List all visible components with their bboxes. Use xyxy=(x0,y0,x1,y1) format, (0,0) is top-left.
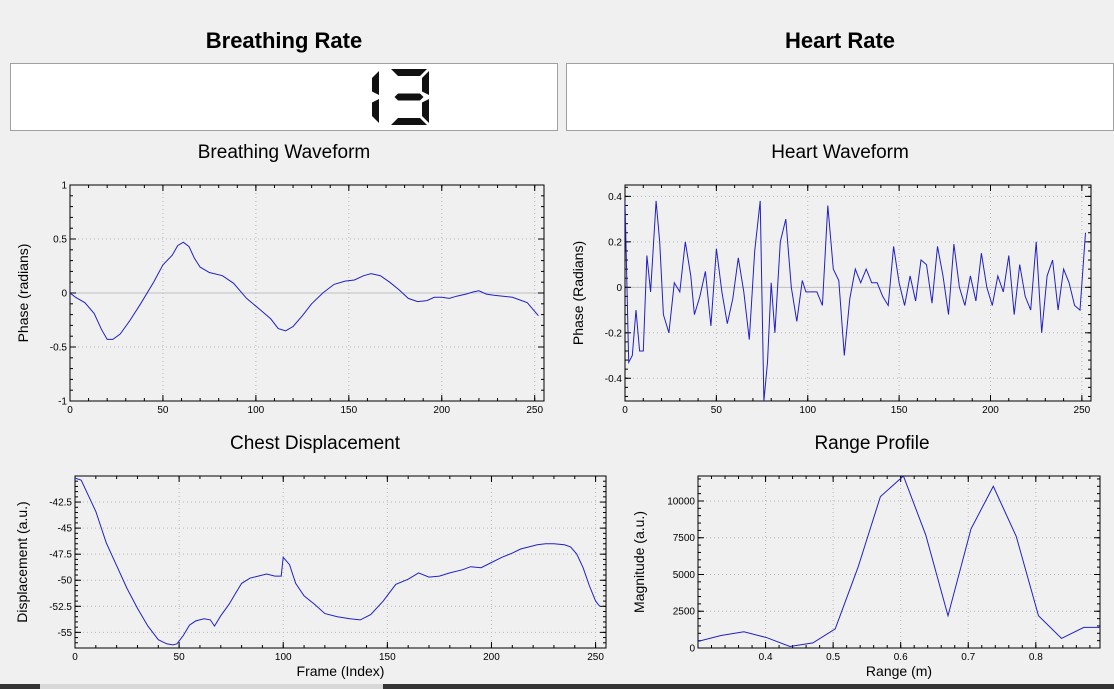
heart-x-tick-label: 0 xyxy=(622,405,628,416)
range-y-tick-label: 2500 xyxy=(673,607,696,618)
heart-rate-digits xyxy=(567,64,1113,130)
heart-frame xyxy=(624,184,1092,402)
breathing-rate-segment xyxy=(422,99,429,123)
range-y-tick-label: 10000 xyxy=(667,496,695,507)
breathing-rate-digits xyxy=(372,69,429,125)
chest-frame xyxy=(74,475,607,649)
heart-x-tick-label: 50 xyxy=(711,405,723,416)
breath-y-tick-label: 0 xyxy=(61,289,67,300)
range-y-tick-label: 7500 xyxy=(673,533,696,544)
chest-series-line xyxy=(75,477,601,646)
range-series-line xyxy=(698,476,1100,648)
chest-plot-area xyxy=(75,476,606,648)
breath-y-tick-label: -0.5 xyxy=(50,343,68,354)
breathing-waveform-title: Breathing Waveform xyxy=(197,142,371,163)
chest-y-tick-label: -42.5 xyxy=(49,498,72,509)
breath-y-tick-label: 0.5 xyxy=(53,235,67,246)
chest-x-tick-label: 150 xyxy=(379,652,396,663)
breath-y-axis-label: Phase (radians) xyxy=(15,244,31,343)
breathing-rate-segment xyxy=(372,71,379,95)
breath-x-tick-label: 50 xyxy=(157,405,169,416)
breathing-rate-segment xyxy=(391,118,427,125)
range-profile-chart: 0.4 0.5 0.6 0.7 0.8 0 2500 5000 7500 10000 Magnitu… xyxy=(631,475,1101,679)
chest-y-tick-label: -52.5 xyxy=(49,602,72,613)
scrollbar-segment xyxy=(0,684,40,689)
breathing-rate-digit xyxy=(372,71,379,123)
chest-x-tick-label: 100 xyxy=(275,652,292,663)
range-frame xyxy=(697,475,1101,649)
chest-y-tick-label: -50 xyxy=(58,576,73,587)
chest-x-tick-label: 250 xyxy=(587,652,604,663)
chest-x-axis-label: Frame (Index) xyxy=(297,663,385,679)
range-x-tick-label: 0.4 xyxy=(759,652,773,663)
chest-y-axis-label: Displacement (a.u.) xyxy=(14,501,30,622)
breath-x-tick-label: 100 xyxy=(248,405,265,416)
breath-x-tick-label: 0 xyxy=(67,405,73,416)
heart-y-tick-label: -0.4 xyxy=(605,374,623,385)
breathing-rate-title: Breathing Rate xyxy=(205,28,363,53)
heart-y-tick-label: 0 xyxy=(616,283,622,294)
breathing-rate-segment xyxy=(394,93,424,101)
range-x-tick-label: 0.6 xyxy=(894,652,908,663)
heart-x-tick-label: 100 xyxy=(799,405,816,416)
breathing-rate-segment xyxy=(372,99,379,123)
breath-x-tick-label: 250 xyxy=(526,405,543,416)
scrollbar-thumb[interactable] xyxy=(383,684,1114,689)
breath-x-tick-label: 200 xyxy=(433,405,450,416)
bottom-scrollbar[interactable] xyxy=(0,684,1114,689)
breath-series-line xyxy=(70,241,539,340)
range-x-axis-label: Range (m) xyxy=(866,663,932,679)
range-y-axis-label: Magnitude (a.u.) xyxy=(631,511,647,613)
breath-y-tick-label: 1 xyxy=(61,181,67,192)
chest-y-tick-label: -55 xyxy=(58,628,73,639)
heart-plot-area xyxy=(625,185,1091,401)
chest-x-tick-label: 200 xyxy=(483,652,500,663)
heart-y-tick-label: -0.2 xyxy=(605,328,623,339)
chest-displacement-chart: 0 50 100 150 200 250 -55 -52.5 -50 -47.5 -45 -42.5 D… xyxy=(14,475,607,679)
heart-rate-display xyxy=(566,63,1114,131)
range-plot-area xyxy=(698,476,1100,648)
range-y-tick-label: 5000 xyxy=(673,570,696,581)
range-x-tick-label: 0.8 xyxy=(1029,652,1043,663)
heart-rate-title: Heart Rate xyxy=(784,28,896,53)
breathing-rate-segment xyxy=(391,69,427,76)
breathing-waveform-chart: 0 50 100 150 200 250 -1 -0.5 0 0.5 1 Phase (radians… xyxy=(15,181,545,416)
breathing-rate-display xyxy=(10,63,558,131)
heart-waveform-title: Heart Waveform xyxy=(771,142,909,163)
range-x-tick-label: 0.5 xyxy=(826,652,840,663)
chest-y-tick-label: -45 xyxy=(58,524,73,535)
breath-x-tick-label: 150 xyxy=(340,405,357,416)
heart-x-tick-label: 250 xyxy=(1074,405,1091,416)
range-x-tick-label: 0.7 xyxy=(961,652,975,663)
breath-y-tick-label: -1 xyxy=(58,397,67,408)
heart-x-tick-label: 200 xyxy=(982,405,999,416)
heart-y-tick-label: 0.2 xyxy=(608,237,622,248)
chest-displacement-title: Chest Displacement xyxy=(229,433,401,454)
chest-y-tick-label: -47.5 xyxy=(49,550,72,561)
heart-waveform-chart: 0 50 100 150 200 250 -0.4 -0.2 0 0.2 0.4 Phase (Rad… xyxy=(570,184,1092,416)
breathing-rate-segment xyxy=(422,71,429,95)
chest-x-tick-label: 50 xyxy=(174,652,186,663)
heart-series-line xyxy=(625,200,1086,401)
heart-y-tick-label: 0.4 xyxy=(608,192,622,203)
heart-x-tick-label: 150 xyxy=(891,405,908,416)
range-y-tick-label: 0 xyxy=(689,644,695,655)
breathing-rate-digit xyxy=(391,69,429,125)
chest-x-tick-label: 0 xyxy=(72,652,78,663)
heart-y-axis-label: Phase (Radians) xyxy=(570,241,586,345)
range-profile-title: Range Profile xyxy=(814,433,930,454)
